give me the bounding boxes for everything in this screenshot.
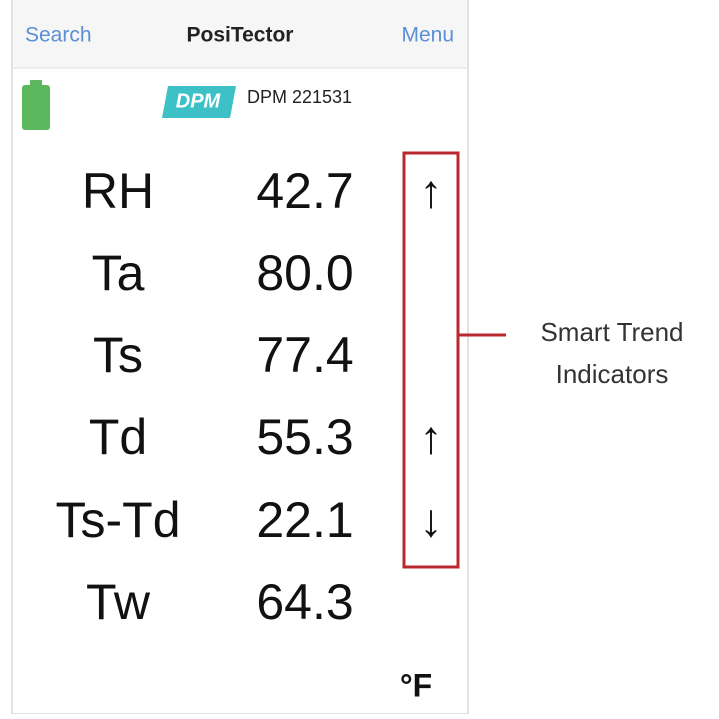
reading-label: Ts xyxy=(93,327,143,383)
reading-value: 42.7 xyxy=(256,163,353,219)
trend-arrow: ↑ xyxy=(420,165,443,217)
phone-screen xyxy=(11,0,469,715)
reading-value: 77.4 xyxy=(256,327,353,383)
reading-label: RH xyxy=(82,163,154,219)
highlight-box xyxy=(402,151,460,569)
annotation-line: Indicators xyxy=(556,359,669,389)
reading-value: 64.3 xyxy=(256,574,353,630)
trend-arrow: ↓ xyxy=(420,494,443,546)
reading-label: Tw xyxy=(86,574,151,630)
reading-label: Ts-Td xyxy=(56,492,181,548)
search-button[interactable]: Search xyxy=(25,24,92,47)
annotation-line: Smart Trend xyxy=(540,317,683,347)
reading-value: 22.1 xyxy=(256,492,353,548)
reading-value: 55.3 xyxy=(256,409,353,465)
nav-bar xyxy=(13,0,467,68)
trend-arrow: ↑ xyxy=(420,411,443,463)
nav-title: PosiTector xyxy=(187,24,294,47)
device-name: DPM 221531 xyxy=(247,87,352,107)
dpm-logo-text: DPM xyxy=(176,90,222,112)
menu-button[interactable]: Menu xyxy=(401,24,454,47)
reading-value: 80.0 xyxy=(256,245,353,301)
unit-label: °F xyxy=(400,667,432,703)
reading-label: Ta xyxy=(92,245,145,301)
battery-icon xyxy=(22,80,50,130)
reading-label: Td xyxy=(89,409,147,465)
dpm-logo xyxy=(162,86,236,118)
